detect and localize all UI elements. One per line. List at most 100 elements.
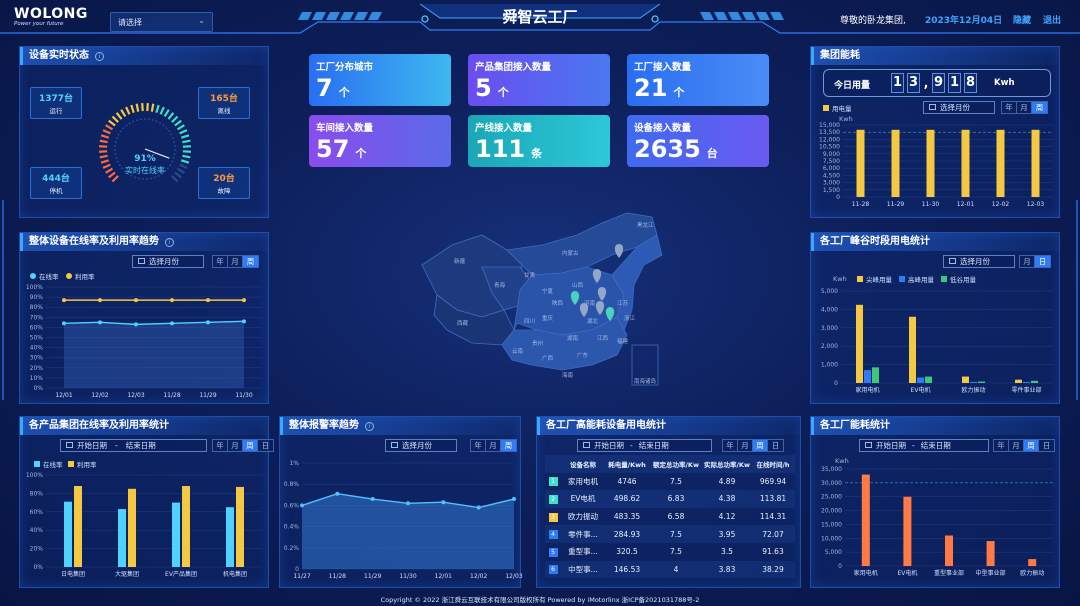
- map-region-east[interactable]: [611, 234, 663, 331]
- toggle-week[interactable]: 周: [501, 440, 516, 451]
- period-toggle[interactable]: 年 月 周 日: [993, 439, 1055, 452]
- y-tick-label: 80%: [30, 304, 44, 311]
- usage-digit: 3: [907, 73, 920, 93]
- gauge-tick: [135, 103, 140, 112]
- toggle-week[interactable]: 周: [1032, 102, 1047, 113]
- map-pin-shape: [570, 291, 580, 305]
- date-range-picker[interactable]: 开始日期 - 结束日期: [859, 439, 989, 452]
- footer-copyright: Copyright © 2022 浙江舜云互联技术有限公司版权所有 Powere…: [380, 596, 700, 604]
- table-row[interactable]: 6 中型事... 146.53 4 3.83 38.29: [545, 560, 795, 579]
- toggle-month[interactable]: 月: [1020, 256, 1035, 267]
- rank-badge: 3: [548, 512, 558, 522]
- table-cell: 中型事...: [568, 564, 598, 574]
- toggle-year[interactable]: 年: [213, 440, 228, 451]
- month-picker[interactable]: 选择月份: [132, 255, 204, 268]
- toggle-week[interactable]: 周: [753, 440, 768, 451]
- date-range-picker[interactable]: 开始日期 - 结束日期: [60, 439, 207, 452]
- bar: [182, 486, 190, 567]
- toggle-year[interactable]: 年: [471, 440, 486, 451]
- period-toggle[interactable]: 月 日: [1019, 255, 1051, 268]
- toggle-year[interactable]: 年: [994, 440, 1009, 451]
- y-tick-label: 60%: [30, 324, 44, 331]
- table-row[interactable]: 1 家用电机 4746 7.5 4.89 969.94: [545, 473, 795, 491]
- online-trend-panel: 整体设备在线率及利用率趋势 i 在线率 利用率 选择月份 年 月 周 0% 10% 2…: [19, 232, 269, 404]
- toggle-month[interactable]: 月: [228, 256, 243, 267]
- toggle-year[interactable]: 年: [213, 256, 228, 267]
- map-label: 青海: [494, 281, 506, 289]
- month-picker[interactable]: 选择月份: [943, 255, 1015, 268]
- y-tick-label: 15,000: [819, 122, 840, 129]
- map-label: 海南: [562, 371, 574, 379]
- toggle-day[interactable]: 日: [1035, 256, 1050, 267]
- table-cell: 4.12: [718, 512, 736, 522]
- rank-badge: 4: [548, 530, 558, 540]
- bar: [861, 474, 870, 566]
- table-cell: 3.95: [718, 529, 736, 539]
- logo: WOLONG Power your future: [14, 6, 88, 27]
- rank-cell: 6: [545, 564, 561, 575]
- toggle-month[interactable]: 月: [486, 440, 501, 451]
- map-pin-icon[interactable]: [592, 269, 602, 283]
- data-point: [406, 501, 410, 506]
- table-row[interactable]: 5 重型事... 320.5 7.5 3.5 91.63: [545, 543, 795, 561]
- table-cell: 家用电机: [568, 476, 598, 486]
- x-tick-label: 11-28: [852, 201, 870, 208]
- gauge-tick: [99, 139, 108, 144]
- toggle-day[interactable]: 日: [258, 440, 273, 451]
- table-cell: 零件事...: [568, 529, 598, 539]
- toggle-month[interactable]: 月: [1017, 102, 1032, 113]
- map-region-south[interactable]: [501, 316, 628, 371]
- map-pin-icon[interactable]: [605, 307, 615, 321]
- status-offline: 165台 离线: [198, 87, 250, 119]
- info-icon[interactable]: i: [365, 422, 374, 431]
- toggle-month[interactable]: 月: [228, 440, 243, 451]
- map-pin-icon[interactable]: [579, 303, 589, 317]
- rank-cell: 5: [545, 547, 561, 557]
- toggle-month[interactable]: 月: [738, 440, 753, 451]
- map-pin-shape: [595, 301, 605, 315]
- left-edge-decoration: [2, 200, 8, 400]
- toggle-week[interactable]: 周: [1024, 440, 1039, 451]
- data-point: [62, 321, 66, 326]
- period-toggle[interactable]: 年 月 周 日: [212, 439, 274, 452]
- info-icon[interactable]: i: [165, 238, 174, 247]
- logout-button[interactable]: 退出: [1043, 16, 1062, 26]
- period-toggle[interactable]: 年 月 周: [470, 439, 517, 452]
- period-toggle[interactable]: 年 月 周 日: [722, 439, 784, 452]
- map-pin-icon[interactable]: [614, 244, 624, 258]
- toggle-week[interactable]: 周: [243, 256, 258, 267]
- info-icon[interactable]: i: [95, 52, 104, 61]
- toggle-year[interactable]: 年: [1002, 102, 1017, 113]
- factory-select[interactable]: 请选择 ⌄: [110, 12, 213, 32]
- period-toggle[interactable]: 年 月 周: [1001, 101, 1048, 114]
- y-tick-label: 0: [834, 380, 838, 387]
- table-row[interactable]: 4 零件事... 284.93 7.5 3.95 72.07: [545, 525, 795, 543]
- hide-button[interactable]: 隐藏: [1013, 16, 1032, 26]
- table-row[interactable]: 3 欧力振动 483.35 6.58 4.12 114.31: [545, 508, 795, 526]
- toggle-month[interactable]: 月: [1009, 440, 1024, 451]
- table-cell: 欧力振动: [568, 512, 598, 522]
- bar: [172, 502, 180, 567]
- map-pin-icon[interactable]: [595, 301, 605, 315]
- table-row[interactable]: 2 EV电机 498.62 6.83 4.38 113.81: [545, 490, 795, 508]
- y-tick-label: 1%: [289, 460, 299, 467]
- toggle-year[interactable]: 年: [723, 440, 738, 451]
- date-range-picker[interactable]: 开始日期 - 结束日期: [577, 439, 712, 452]
- y-tick-label: 20%: [30, 365, 44, 372]
- month-picker[interactable]: 选择月份: [923, 101, 995, 114]
- map-label: 湖南: [567, 334, 579, 342]
- data-point: [206, 320, 210, 325]
- month-picker[interactable]: 选择月份: [385, 439, 457, 452]
- data-point: [335, 491, 340, 496]
- map-pin-icon[interactable]: [597, 287, 607, 301]
- map-pin-icon[interactable]: [570, 291, 580, 305]
- y-unit: Kwh: [839, 115, 853, 123]
- toggle-day[interactable]: 日: [1039, 440, 1054, 451]
- map-label: 新疆: [454, 257, 466, 265]
- period-toggle[interactable]: 年 月 周: [212, 255, 259, 268]
- toggle-day[interactable]: 日: [768, 440, 783, 451]
- toggle-week[interactable]: 周: [243, 440, 258, 451]
